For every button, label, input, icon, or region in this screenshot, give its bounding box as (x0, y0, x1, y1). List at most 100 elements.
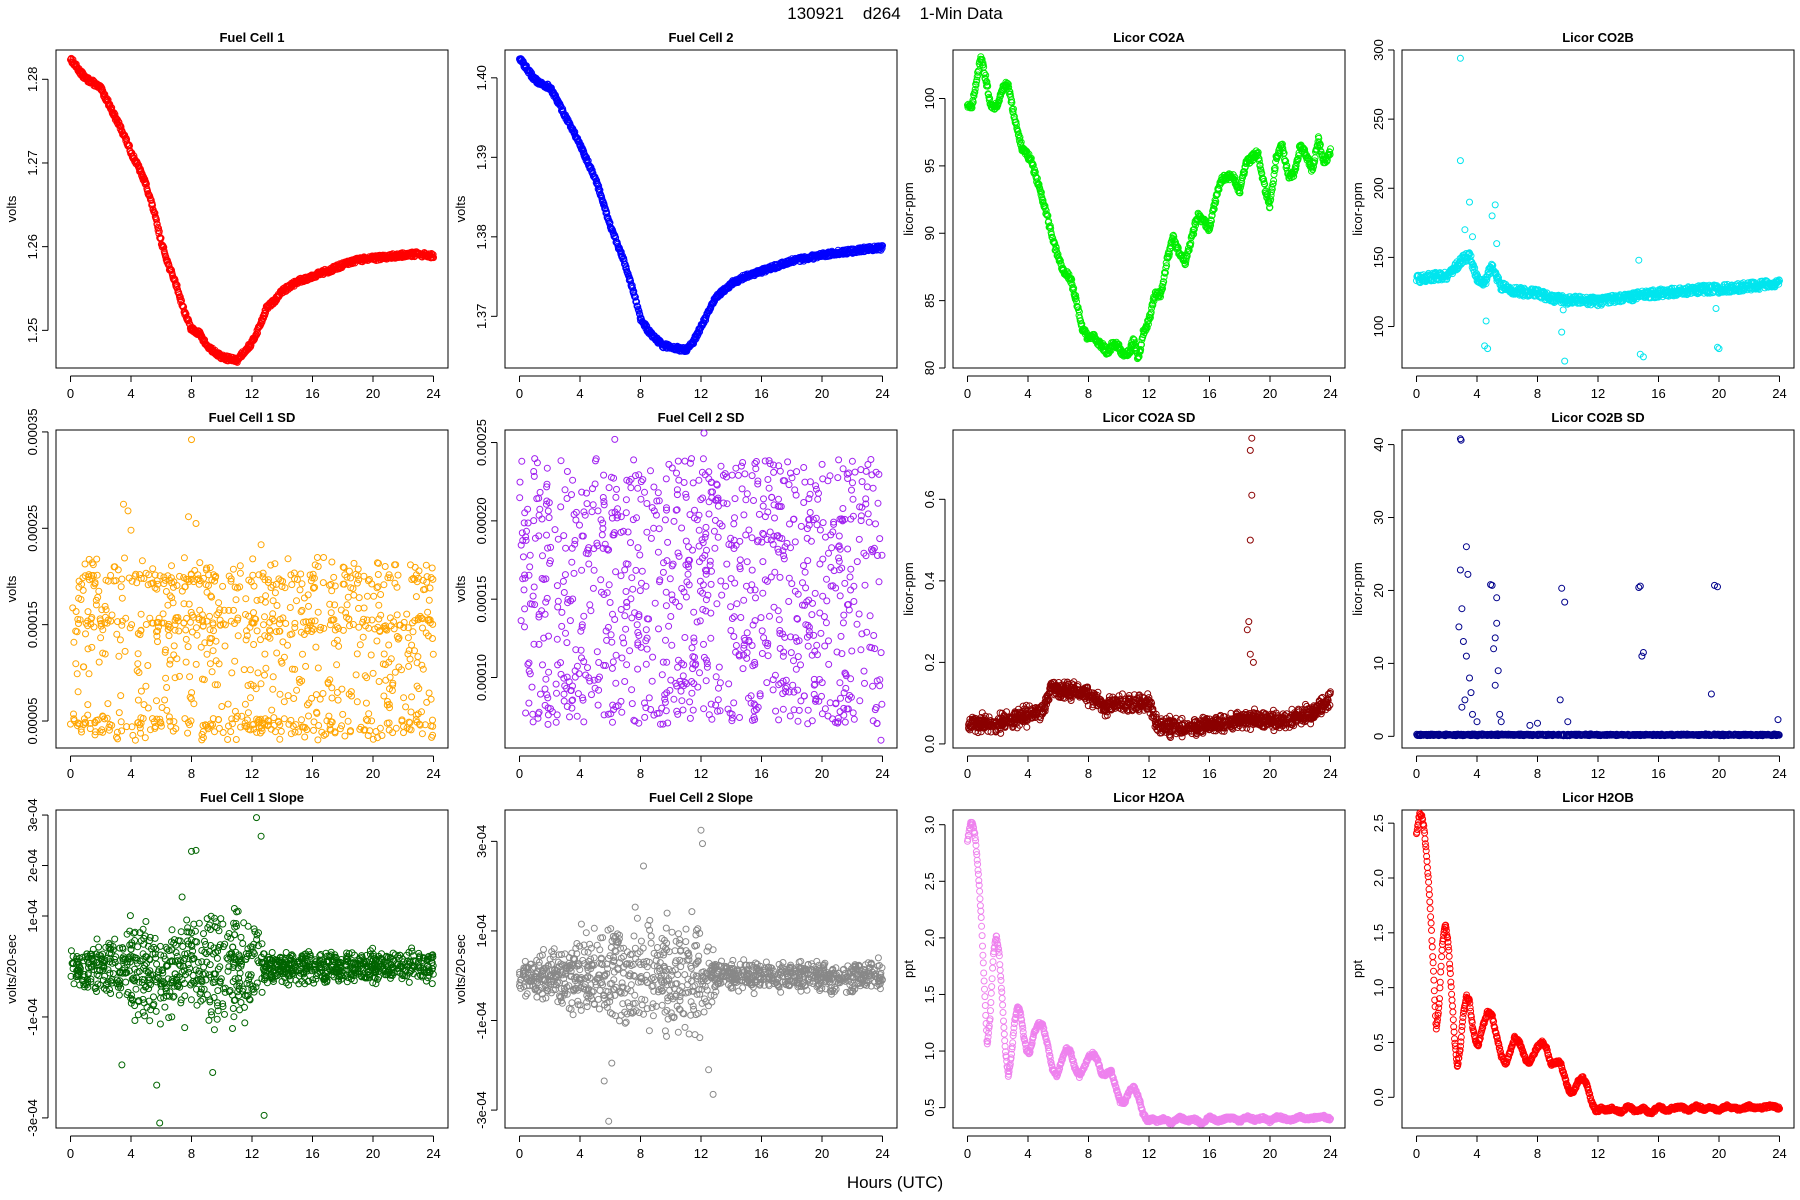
data-point (346, 622, 353, 630)
data-point (529, 592, 537, 600)
data-point (380, 650, 388, 658)
data-point (310, 718, 318, 726)
figure-title: 130921 d264 1-Min Data (787, 4, 1003, 23)
x-tick-label: 0 (1413, 386, 1420, 401)
data-point (165, 632, 173, 640)
data-point (353, 650, 361, 658)
data-point (408, 641, 416, 649)
data-point (543, 531, 550, 539)
y-tick-label: 1.26 (25, 234, 40, 259)
data-point (257, 636, 264, 644)
x-tick-label: 16 (305, 386, 319, 401)
data-point (334, 696, 342, 704)
data-point (696, 669, 703, 677)
data-point (662, 636, 669, 644)
data-point (558, 622, 566, 630)
x-tick-label: 0 (67, 766, 74, 781)
data-point (647, 534, 655, 542)
data-point (166, 592, 174, 600)
data-point (190, 700, 198, 708)
y-tick-label: 1.27 (25, 150, 40, 175)
data-point (794, 717, 802, 725)
data-point (562, 544, 570, 552)
data-point (516, 478, 524, 486)
data-point (723, 560, 731, 568)
data-point (124, 507, 132, 515)
data-point (268, 706, 276, 714)
data-point (333, 689, 341, 696)
data-point (183, 614, 191, 622)
data-point (316, 695, 324, 703)
data-point (730, 520, 738, 528)
data-point (1559, 306, 1567, 314)
data-point (141, 734, 149, 742)
data-point (539, 552, 546, 560)
y-tick-label: 1.38 (474, 224, 489, 249)
data-point (344, 593, 352, 601)
data-points (67, 54, 437, 366)
x-tick-label: 16 (305, 766, 319, 781)
data-point (84, 711, 92, 719)
data-point (855, 610, 863, 618)
data-point (218, 703, 226, 710)
y-tick-label: 200 (1371, 177, 1386, 199)
data-point (261, 613, 268, 621)
data-point (249, 555, 257, 563)
data-point (261, 671, 268, 679)
data-point (423, 573, 431, 581)
data-point (355, 594, 363, 602)
data-point (844, 545, 852, 553)
data-point (350, 559, 358, 567)
data-point (269, 673, 277, 681)
data-point (736, 556, 744, 564)
data-points (516, 55, 886, 355)
plot-frame (55, 49, 449, 369)
data-point (320, 554, 328, 561)
y-tick-label: 0.00015 (474, 576, 489, 623)
data-point (142, 682, 150, 690)
data-point (681, 634, 689, 641)
data-point (1558, 328, 1566, 336)
data-point (650, 524, 658, 532)
data-point (869, 682, 877, 690)
data-point (154, 223, 162, 231)
data-point (241, 700, 249, 708)
x-tick-label: 4 (576, 766, 583, 781)
y-axis-label: volts (453, 575, 468, 602)
data-point (209, 647, 217, 655)
data-point (553, 582, 561, 590)
data-point (236, 562, 244, 570)
data-point (69, 604, 77, 612)
data-point (848, 457, 856, 465)
y-axis-label: volts (453, 195, 468, 222)
data-point (120, 500, 127, 508)
data-point (240, 666, 248, 674)
data-point (203, 650, 211, 658)
data-point (612, 651, 620, 659)
data-point (327, 609, 335, 617)
data-point (257, 680, 265, 688)
data-point (69, 56, 77, 64)
data-point (293, 597, 300, 605)
data-point (355, 604, 362, 612)
data-point (237, 723, 245, 731)
data-point (419, 665, 427, 673)
x-tick-label: 16 (1202, 386, 1216, 401)
data-point (147, 196, 155, 204)
data-point (609, 718, 616, 726)
data-point (855, 535, 863, 543)
data-point (394, 571, 402, 579)
x-tick-label: 4 (1024, 386, 1031, 401)
data-point (180, 554, 188, 562)
data-point (181, 715, 189, 723)
data-point (117, 692, 125, 700)
data-point (1491, 201, 1499, 209)
data-point (276, 690, 284, 698)
data-point (67, 720, 74, 728)
data-point (298, 716, 305, 724)
data-point (429, 716, 436, 724)
data-point (813, 641, 821, 649)
data-point (269, 685, 277, 693)
data-point (224, 700, 232, 708)
